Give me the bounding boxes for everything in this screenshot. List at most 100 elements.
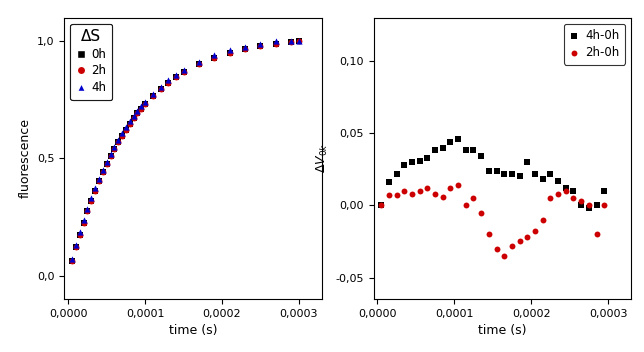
4h-0h [407, 159, 417, 165]
Point [98, 167, 108, 173]
Point [75, 230, 85, 235]
Legend: 0h, 2h, 4h: 0h, 2h, 4h [70, 24, 113, 100]
Point [225, 50, 235, 56]
Point [128, 113, 138, 119]
Point [94, 176, 104, 182]
2h-0h [392, 193, 402, 198]
Point [82, 206, 93, 212]
4h-0h [445, 139, 455, 145]
Point [124, 121, 135, 127]
Point [140, 101, 150, 107]
Point [163, 77, 173, 83]
Point [121, 127, 131, 132]
Point [106, 153, 116, 159]
Point [270, 41, 281, 46]
Point [171, 74, 181, 80]
2h-0h [538, 217, 548, 222]
4h-0h [522, 159, 533, 165]
Point [98, 170, 108, 175]
Point [121, 124, 131, 130]
Point [286, 39, 296, 45]
Point [132, 111, 142, 116]
Point [124, 121, 135, 127]
2h-0h [583, 202, 594, 208]
4h-0h [384, 180, 394, 185]
Point [109, 144, 120, 149]
Point [294, 38, 304, 44]
2h-0h [545, 195, 556, 201]
Point [128, 116, 138, 121]
2h-0h [476, 210, 486, 215]
Point [98, 170, 108, 175]
2h-0h [507, 243, 517, 249]
Point [171, 74, 181, 80]
Point [147, 93, 158, 99]
Point [109, 146, 120, 152]
Point [86, 195, 97, 201]
4h-0h [568, 188, 578, 194]
Point [94, 178, 104, 184]
2h-0h [484, 231, 494, 237]
Point [147, 93, 158, 99]
Point [171, 72, 181, 78]
Point [136, 103, 146, 109]
2h-0h [384, 193, 394, 198]
4h-0h [599, 188, 609, 194]
Point [140, 99, 150, 105]
Point [194, 61, 204, 67]
Point [136, 106, 146, 112]
Point [102, 159, 112, 164]
4h-0h [561, 185, 571, 191]
Point [71, 245, 81, 250]
Point [209, 52, 220, 58]
4h-0h [453, 136, 463, 142]
Point [132, 111, 142, 116]
2h-0h [445, 185, 455, 191]
2h-0h [576, 198, 586, 204]
Point [209, 55, 220, 61]
2h-0h [522, 234, 533, 240]
X-axis label: time (s): time (s) [169, 325, 218, 338]
Point [75, 232, 85, 238]
2h-0h [407, 191, 417, 197]
Point [294, 38, 304, 44]
Point [225, 48, 235, 53]
Point [82, 208, 93, 214]
2h-0h [599, 202, 609, 208]
4h-0h [553, 178, 564, 184]
Point [71, 242, 81, 248]
Legend: 4h-0h, 2h-0h: 4h-0h, 2h-0h [564, 24, 625, 65]
4h-0h [491, 168, 502, 174]
2h-0h [422, 185, 433, 191]
Point [240, 46, 251, 52]
4h-0h [476, 153, 486, 159]
Point [94, 178, 104, 184]
4h-0h [576, 202, 586, 208]
2h-0h [453, 182, 463, 188]
Point [67, 258, 77, 264]
Point [90, 188, 100, 193]
Point [194, 59, 204, 64]
Point [79, 220, 89, 225]
Point [67, 258, 77, 264]
Point [155, 86, 166, 92]
2h-0h [460, 202, 471, 208]
X-axis label: time (s): time (s) [478, 325, 527, 338]
4h-0h [468, 147, 478, 153]
Point [82, 208, 93, 214]
Point [286, 38, 296, 44]
2h-0h [430, 191, 440, 197]
Point [155, 84, 166, 89]
Point [178, 69, 189, 75]
Point [117, 133, 128, 138]
2h-0h [591, 231, 601, 237]
2h-0h [561, 188, 571, 194]
Point [102, 161, 112, 167]
Point [79, 220, 89, 225]
Point [128, 116, 138, 121]
4h-0h [415, 158, 425, 163]
Point [90, 186, 100, 191]
Point [86, 198, 97, 203]
Point [140, 101, 150, 107]
Point [294, 38, 304, 44]
